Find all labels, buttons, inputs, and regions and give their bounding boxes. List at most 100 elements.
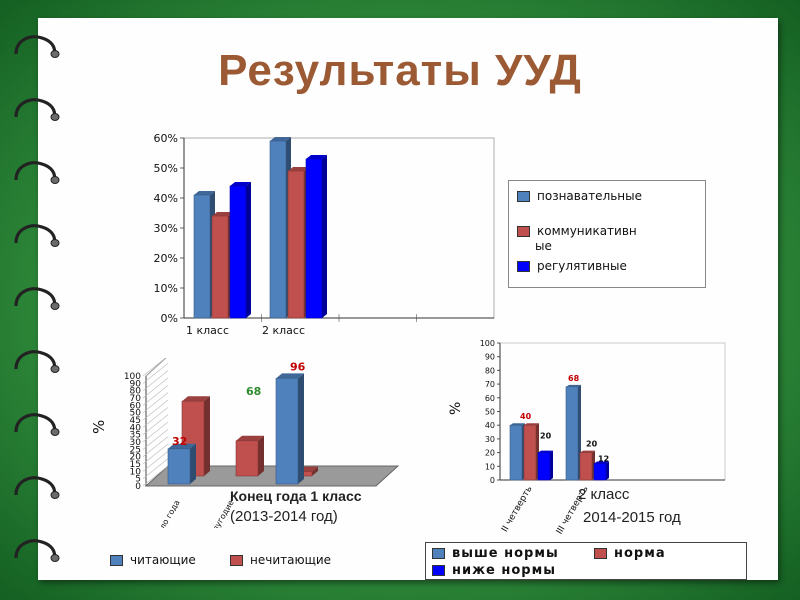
reading-chart: 0 5 10 15 20 25 30 35 40 45 50 60 70 80 90 100% 32 68 96 на… xyxy=(84,355,414,548)
bar-front xyxy=(275,378,299,485)
bar-front xyxy=(579,452,593,481)
binding-ring xyxy=(12,95,62,125)
data-label: 12 xyxy=(598,455,609,464)
y-tick-label: 80 xyxy=(485,366,495,375)
legend-label: выше нормы xyxy=(452,546,559,561)
binding-ring xyxy=(12,347,62,377)
bar-side xyxy=(190,443,196,484)
legend-swatch xyxy=(517,190,530,202)
y-tick-label: 80 xyxy=(130,387,142,397)
y-tick-label: 40 xyxy=(130,423,142,433)
binding-ring xyxy=(12,158,62,188)
bar-top xyxy=(580,450,595,453)
bar xyxy=(523,423,539,481)
y-tick-label: 50 xyxy=(485,408,495,417)
y-tick-label: 40% xyxy=(154,192,178,205)
bar xyxy=(509,423,525,481)
bar-side xyxy=(322,155,327,318)
norm-caption-class: 2 класс xyxy=(578,486,630,503)
y-tick-label: 100 xyxy=(480,339,495,348)
gridline xyxy=(142,458,169,479)
legend-swatch xyxy=(230,554,243,566)
y-tick-label: 60 xyxy=(485,394,495,403)
bar xyxy=(537,450,553,481)
legend-swatch xyxy=(110,554,123,566)
gridline xyxy=(142,363,169,384)
data-label: 68 xyxy=(568,374,580,383)
gridline xyxy=(142,392,169,413)
y-tick-label: 10% xyxy=(154,282,178,295)
norm-chart: 0 10 20 30 40 50 60 70 80 90 100% II четверть III че… xyxy=(440,335,740,536)
bar-top xyxy=(510,423,525,426)
y-tick-label: 25 xyxy=(130,445,141,455)
y-tick-label: 40 xyxy=(485,421,495,430)
bar-front xyxy=(211,215,229,319)
bar-side xyxy=(550,450,553,480)
legend-label: читающие xyxy=(130,553,196,567)
bar-top xyxy=(538,450,553,453)
bar-side xyxy=(246,182,251,318)
data-label: 40 xyxy=(520,412,532,421)
bar-side xyxy=(606,461,609,480)
y-tick-label: 0% xyxy=(161,312,178,325)
binding-ring xyxy=(12,284,62,314)
y-tick-label: 70 xyxy=(485,380,495,389)
gridline xyxy=(142,451,169,472)
data-label: 20 xyxy=(540,432,552,441)
bar-side xyxy=(258,435,264,476)
y-axis-label: % xyxy=(448,402,464,415)
bar-top xyxy=(182,396,210,402)
legend-label: познавательные xyxy=(537,189,643,203)
bar-front xyxy=(167,448,191,485)
y-tick-label: 0 xyxy=(490,476,495,485)
bar-front xyxy=(509,424,523,481)
y-tick-label: 15 xyxy=(130,460,141,470)
bar-front xyxy=(229,185,247,319)
legend-item: ниже нормы xyxy=(432,563,556,578)
y-tick-label: 45 xyxy=(130,416,141,426)
bar-front xyxy=(193,194,211,319)
legend-item: коммуникативн xyxy=(517,224,637,238)
norm-legend: выше нормы норма ниже нормы xyxy=(425,542,747,580)
bar-side xyxy=(298,373,304,484)
y-tick-label: 10 xyxy=(485,462,495,471)
bar xyxy=(275,373,304,485)
y-tick-label: 5 xyxy=(135,475,141,485)
y-tick-label: 70 xyxy=(130,394,142,404)
binding-ring xyxy=(12,410,62,440)
reading-caption-title: Конец года 1 класс xyxy=(230,488,362,504)
bar xyxy=(593,461,609,481)
binding-ring xyxy=(12,221,62,251)
y-tick-label: 90 xyxy=(485,353,495,362)
y-tick-label: 90 xyxy=(130,379,142,389)
legend-item: нечитающие xyxy=(230,553,331,567)
legend-item: выше нормы xyxy=(432,546,559,561)
gridline xyxy=(142,377,169,399)
y-tick-label: 60 xyxy=(130,401,142,411)
bar-front xyxy=(593,463,607,481)
bar xyxy=(229,182,251,319)
y-tick-label: 50 xyxy=(130,409,142,419)
bar-top xyxy=(594,461,609,464)
y-tick-label: 30% xyxy=(154,222,178,235)
gridline xyxy=(142,429,169,450)
bar-top xyxy=(168,443,196,449)
bar xyxy=(167,443,196,485)
legend-item-continued: ые xyxy=(535,239,552,253)
y-tick-label: 60% xyxy=(154,132,178,145)
bar-front xyxy=(305,158,323,319)
gridline xyxy=(142,370,169,391)
legend-swatch xyxy=(432,565,445,576)
y-tick-label: 35 xyxy=(130,431,141,441)
legend-item: познавательные xyxy=(517,189,642,203)
uud-chart-svg: 0% 10% 20% 30% 40% 50% 60% 1 класс 2 класс xyxy=(154,132,495,337)
legend-swatch xyxy=(432,548,445,559)
bar-front xyxy=(565,386,579,481)
bar-front xyxy=(269,140,287,319)
legend-label: регулятивные xyxy=(537,259,627,273)
binding-ring xyxy=(12,536,62,566)
y-axis-label: % xyxy=(90,420,108,434)
page-title: Результаты УУД xyxy=(218,46,582,95)
legend-item: регулятивные xyxy=(517,259,627,273)
gridline xyxy=(142,399,169,421)
